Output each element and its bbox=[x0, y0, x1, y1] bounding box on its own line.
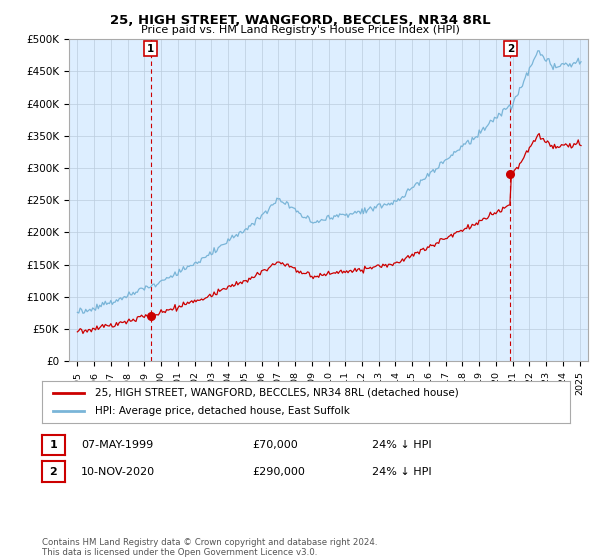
Text: 1: 1 bbox=[147, 44, 154, 54]
Text: £290,000: £290,000 bbox=[252, 466, 305, 477]
Text: HPI: Average price, detached house, East Suffolk: HPI: Average price, detached house, East… bbox=[95, 406, 350, 416]
Text: 24% ↓ HPI: 24% ↓ HPI bbox=[372, 466, 431, 477]
Text: 1: 1 bbox=[50, 440, 57, 450]
Text: 2: 2 bbox=[50, 466, 57, 477]
Text: Price paid vs. HM Land Registry's House Price Index (HPI): Price paid vs. HM Land Registry's House … bbox=[140, 25, 460, 35]
Text: 07-MAY-1999: 07-MAY-1999 bbox=[81, 440, 153, 450]
Text: 2: 2 bbox=[507, 44, 514, 54]
Text: 24% ↓ HPI: 24% ↓ HPI bbox=[372, 440, 431, 450]
Text: 25, HIGH STREET, WANGFORD, BECCLES, NR34 8RL (detached house): 25, HIGH STREET, WANGFORD, BECCLES, NR34… bbox=[95, 388, 458, 398]
Text: 25, HIGH STREET, WANGFORD, BECCLES, NR34 8RL: 25, HIGH STREET, WANGFORD, BECCLES, NR34… bbox=[110, 14, 490, 27]
Text: 10-NOV-2020: 10-NOV-2020 bbox=[81, 466, 155, 477]
Text: £70,000: £70,000 bbox=[252, 440, 298, 450]
Text: Contains HM Land Registry data © Crown copyright and database right 2024.
This d: Contains HM Land Registry data © Crown c… bbox=[42, 538, 377, 557]
